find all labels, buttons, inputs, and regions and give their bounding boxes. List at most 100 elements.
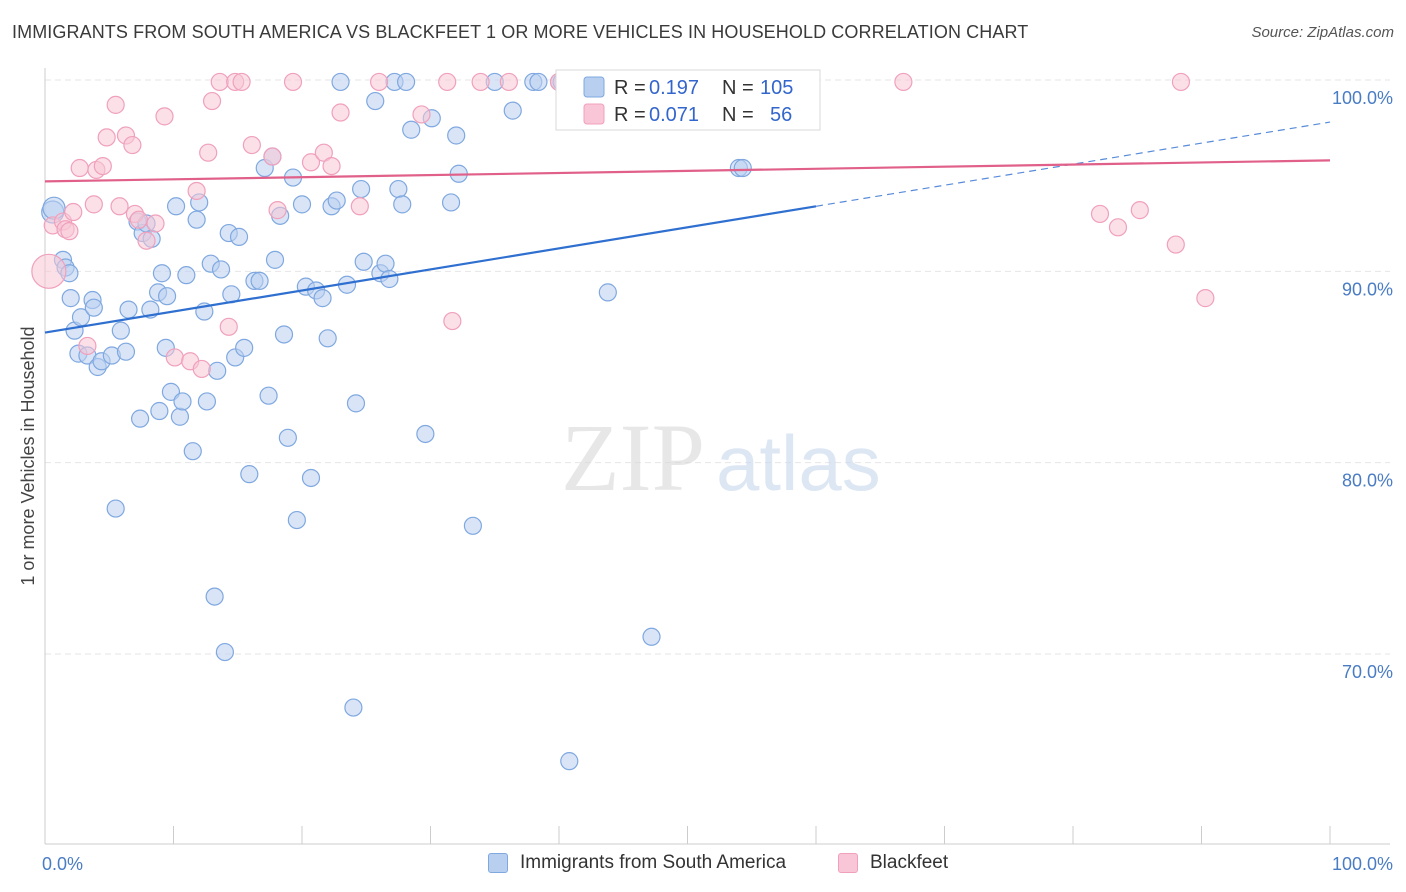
data-point-immigrants xyxy=(292,195,312,214)
bottom-legend-label-blackfeet: Blackfeet xyxy=(870,852,949,873)
data-point-immigrants xyxy=(331,72,350,92)
data-point-immigrants xyxy=(416,424,435,444)
data-point-immigrants xyxy=(170,407,190,426)
data-point-immigrants xyxy=(116,342,136,361)
data-point-immigrants xyxy=(287,510,306,530)
data-point-blackfeet xyxy=(192,359,211,379)
bottom-legend-item-blackfeet: Blackfeet xyxy=(838,852,948,874)
data-point-immigrants xyxy=(177,266,196,285)
data-point-immigrants xyxy=(301,468,321,488)
data-point-blackfeet xyxy=(97,128,116,147)
data-point-immigrants xyxy=(205,587,224,606)
data-point-immigrants xyxy=(441,193,461,212)
data-point-immigrants xyxy=(166,197,186,216)
data-point-blackfeet xyxy=(210,72,229,92)
data-point-immigrants xyxy=(235,338,254,357)
y-axis-label: 1 or more Vehicles in Household xyxy=(18,326,38,585)
data-point-blackfeet xyxy=(331,103,350,122)
bottom-legend: Immigrants from South America Blackfeet xyxy=(0,848,1406,880)
series-immigrants-points xyxy=(41,72,818,771)
data-point-immigrants xyxy=(84,298,103,317)
data-point-immigrants xyxy=(733,158,752,178)
data-point-immigrants xyxy=(560,752,579,771)
data-point-blackfeet xyxy=(1130,201,1149,220)
data-point-immigrants xyxy=(106,499,125,518)
data-point-immigrants xyxy=(352,179,371,199)
data-point-blackfeet xyxy=(93,157,112,176)
legend-r-label: R = xyxy=(614,77,646,99)
data-point-immigrants xyxy=(240,465,259,484)
data-point-blackfeet xyxy=(322,157,341,176)
data-point-blackfeet xyxy=(84,195,103,214)
data-point-immigrants xyxy=(183,442,202,461)
data-point-immigrants xyxy=(250,271,269,290)
watermark-atlas: atlas xyxy=(716,419,881,507)
data-point-immigrants xyxy=(463,516,483,535)
trend-lines xyxy=(44,121,1331,334)
trend-line-blackfeet xyxy=(44,159,1331,183)
data-point-blackfeet xyxy=(499,72,518,92)
data-point-immigrants xyxy=(278,428,297,447)
data-point-immigrants xyxy=(318,329,337,348)
data-point-blackfeet xyxy=(263,147,282,166)
bottom-legend-swatch-immigrants xyxy=(488,853,508,873)
data-point-blackfeet xyxy=(106,95,125,114)
trend-line-immigrants-extension xyxy=(815,121,1331,207)
data-point-immigrants xyxy=(354,252,373,271)
data-point-blackfeet xyxy=(219,317,238,336)
data-point-immigrants xyxy=(380,269,399,289)
legend-r-value: 0.197 xyxy=(649,77,699,99)
y-tick-label: 80.0% xyxy=(1342,471,1393,491)
data-point-immigrants xyxy=(642,627,661,646)
data-point-blackfeet xyxy=(1196,289,1215,308)
data-point-immigrants xyxy=(208,361,227,380)
data-point-immigrants xyxy=(366,91,385,111)
x-tick-labels: 0.0% 100.0% xyxy=(42,854,1393,874)
legend-r-value: 0.071 xyxy=(649,104,699,126)
data-point-immigrants xyxy=(529,72,548,92)
legend-n-label: N = xyxy=(722,104,754,126)
data-point-immigrants xyxy=(197,392,217,411)
trend-line-immigrants xyxy=(44,205,817,334)
data-point-immigrants xyxy=(265,250,285,269)
data-point-blackfeet xyxy=(370,72,389,92)
bottom-legend-item-immigrants: Immigrants from South America xyxy=(488,852,786,874)
data-point-immigrants xyxy=(327,191,346,210)
data-point-immigrants xyxy=(344,698,363,717)
data-point-blackfeet xyxy=(129,210,148,229)
data-point-immigrants xyxy=(157,287,177,306)
legend-n-label: N = xyxy=(722,77,754,99)
data-point-blackfeet xyxy=(60,222,79,241)
data-point-immigrants xyxy=(389,179,408,199)
data-point-immigrants xyxy=(313,289,332,308)
data-point-immigrants xyxy=(211,260,231,279)
data-point-immigrants xyxy=(187,210,206,229)
data-point-blackfeet xyxy=(31,253,67,289)
data-point-immigrants xyxy=(402,120,421,139)
top-legend: R = 0.197 N = 105 R = 0.071 N = 56 xyxy=(555,69,821,131)
bottom-legend-label-immigrants: Immigrants from South America xyxy=(520,852,787,873)
bottom-legend-swatch-blackfeet xyxy=(838,853,858,873)
data-point-blackfeet xyxy=(268,201,287,220)
axes xyxy=(44,68,1390,845)
data-point-blackfeet xyxy=(110,197,129,216)
legend-swatch-blackfeet xyxy=(583,103,605,125)
data-point-blackfeet xyxy=(1166,235,1185,254)
data-point-immigrants xyxy=(130,409,150,428)
data-point-immigrants xyxy=(396,72,416,92)
data-point-blackfeet xyxy=(1171,72,1191,92)
data-point-blackfeet xyxy=(137,231,156,250)
y-tick-labels: 100.0% 90.0% 80.0% 70.0% xyxy=(1332,88,1393,682)
data-point-blackfeet xyxy=(1108,218,1128,237)
data-point-immigrants xyxy=(61,289,80,308)
y-tick-label: 70.0% xyxy=(1342,662,1393,682)
data-point-immigrants xyxy=(393,195,412,214)
x-tick-label-start: 0.0% xyxy=(42,854,83,874)
data-point-immigrants xyxy=(215,642,234,662)
data-point-blackfeet xyxy=(78,336,97,356)
legend-r-label: R = xyxy=(614,104,646,126)
data-point-blackfeet xyxy=(232,72,251,92)
data-point-blackfeet xyxy=(70,158,89,178)
data-point-blackfeet xyxy=(64,202,83,222)
